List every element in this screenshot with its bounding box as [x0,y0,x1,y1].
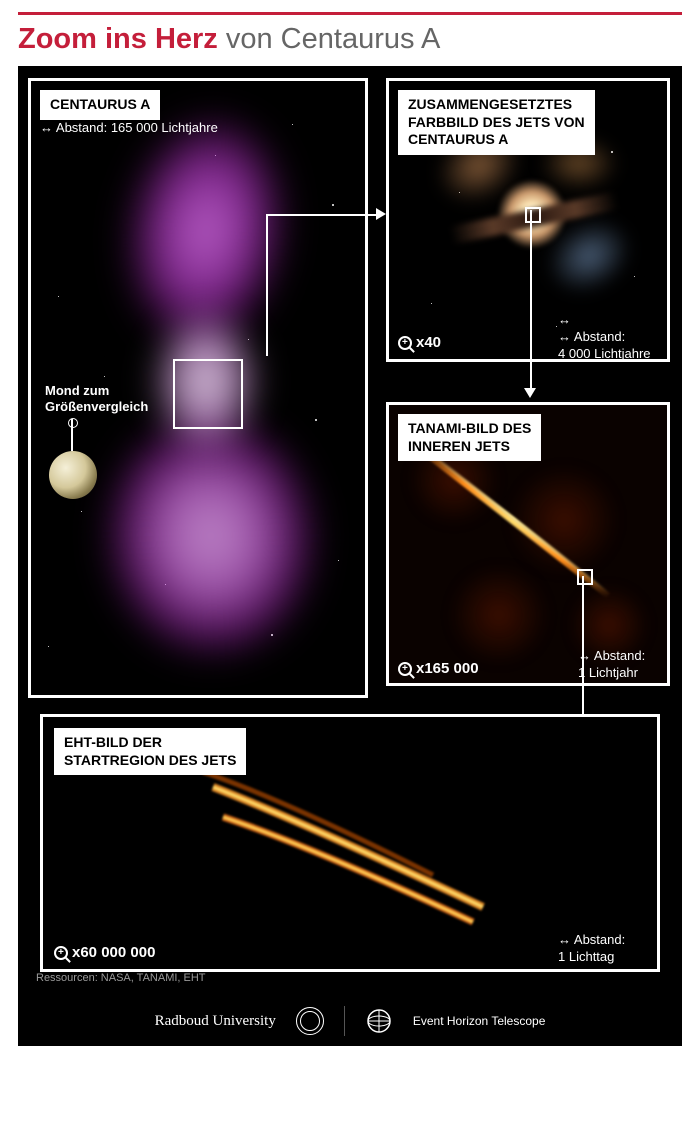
telescope-name: Event Horizon Telescope [413,1014,546,1028]
eht-logo-icon [365,1007,393,1035]
panel4-distance: ↔ Abstand:1 Lichttag [558,932,625,966]
target-box-3 [577,569,593,585]
footer: Radboud University Event Horizon Telesco… [36,996,664,1046]
page-title: Zoom ins Herz von Centaurus A [0,23,700,66]
title-bold: Zoom ins Herz [18,23,218,55]
header-rule [18,12,682,15]
panel2-distance: ↔↔ Abstand:4 000 Lichtjahre [558,312,651,363]
panel1-label: CENTAURUS A [40,90,160,120]
arrowhead-1 [376,208,386,220]
target-box-2 [525,207,541,223]
panel4-zoom: +x60 000 000 [54,944,155,961]
moon-icon [49,451,97,499]
panel4-label: EHT-BILD DERSTARTREGION DES JETS [54,728,246,775]
panel2-label: ZUSAMMENGESETZTESFARBBILD DES JETS VONCE… [398,90,595,155]
university-name: Radboud University [155,1013,276,1030]
title-rest: von Centaurus A [218,23,440,55]
arrowhead-2 [524,388,536,398]
moon-label: Mond zumGrößenvergleich [45,383,148,414]
target-box-1 [173,359,243,429]
footer-separator [344,1006,345,1036]
connector-2 [530,210,532,390]
panel-centaurus-wide: Mond zumGrößenvergleich [28,78,368,698]
connector-1-horizontal [266,214,378,216]
infographic-canvas: Mond zumGrößenvergleich CENTAURUS A ↔ Ab… [18,66,682,1046]
panel3-label: TANAMI-BILD DESINNEREN JETS [398,414,541,461]
eht-jet-svg [183,747,533,947]
connector-3 [582,576,584,731]
university-logo-icon [296,1007,324,1035]
connector-1-vertical [266,214,268,356]
panel2-zoom: +x40 [398,334,441,351]
resources-credit: Ressourcen: NASA, TANAMI, EHT [36,972,206,984]
panel1-distance: ↔ Abstand: 165 000 Lichtjahre [40,120,218,135]
panel3-distance: ↔ Abstand:1 Lichtjahr [578,648,645,682]
panel3-zoom: +x165 000 [398,660,479,677]
moon-pointer [71,419,73,451]
